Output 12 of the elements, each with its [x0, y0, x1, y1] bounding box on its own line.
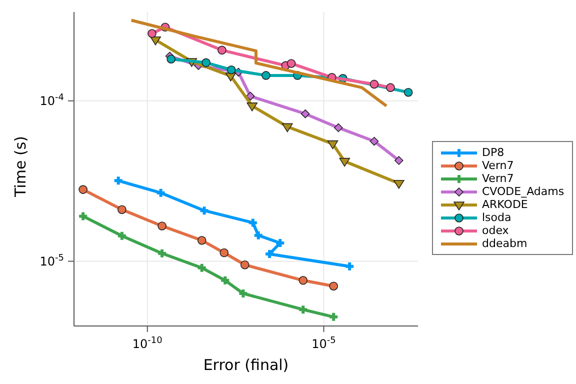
legend-label: lsoda: [482, 211, 512, 224]
legend-label: ARKODE: [482, 198, 528, 211]
legend-label: odex: [482, 224, 509, 237]
legend-label: DP8: [482, 146, 504, 159]
x-tick-label: 10$^{-10}$: [132, 336, 163, 351]
legend-label: Vern7: [482, 159, 514, 172]
legend-label: CVODE_Adams: [482, 185, 564, 198]
legend-label: ddeabm: [482, 237, 528, 250]
y-tick-label: 10$^{-4}$: [40, 92, 64, 108]
legend-label: Vern7: [482, 172, 514, 185]
x-axis-title: Error (final): [203, 356, 289, 374]
y-axis-title: Time (s): [11, 136, 30, 198]
